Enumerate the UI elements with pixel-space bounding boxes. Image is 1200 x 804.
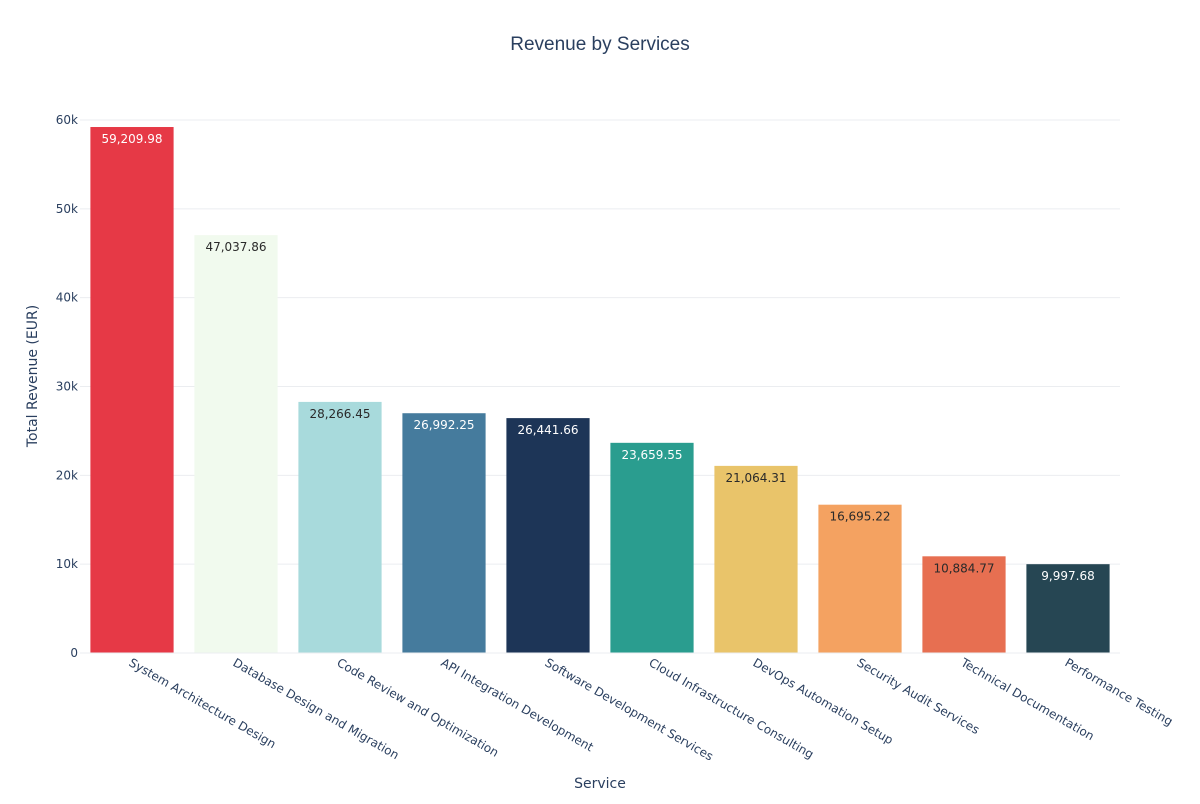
y-tick-label: 40k — [56, 291, 78, 305]
y-tick-label: 10k — [56, 557, 78, 571]
bar-value-label: 26,441.66 — [517, 423, 578, 437]
bar-value-label: 23,659.55 — [621, 448, 682, 462]
y-tick-label: 0 — [70, 646, 78, 660]
bar-value-label: 10,884.77 — [933, 561, 994, 575]
bar-value-label: 21,064.31 — [725, 471, 786, 485]
y-tick-label: 50k — [56, 202, 78, 216]
bar-value-label: 9,997.68 — [1041, 569, 1094, 583]
bar[interactable] — [194, 235, 278, 653]
bar[interactable] — [922, 556, 1006, 653]
bar-value-label: 47,037.86 — [205, 240, 266, 254]
bar-value-label: 26,992.25 — [413, 418, 474, 432]
bar-value-labels: 59,209.98 47,037.86 28,266.45 26,992.25 26,4… — [101, 132, 1094, 583]
y-tick-label: 30k — [56, 380, 78, 394]
bar-value-label: 59,209.98 — [101, 132, 162, 146]
y-axis-ticks: 0 10k 20k 30k 40k 50k 60k — [56, 113, 78, 660]
chart-title: Revenue by Services — [510, 34, 690, 55]
bar[interactable] — [298, 401, 382, 653]
bar[interactable] — [610, 442, 694, 653]
bar[interactable] — [506, 418, 590, 653]
bar[interactable] — [90, 127, 174, 654]
x-tick-label: Code Review and Optimization — [335, 655, 502, 759]
x-tick-label: Software Development Services — [543, 655, 716, 763]
y-axis-title: Total Revenue (EUR) — [25, 305, 41, 448]
x-axis-title: Service — [574, 776, 626, 792]
bars — [90, 127, 1110, 654]
y-tick-label: 20k — [56, 468, 78, 482]
bar-value-label: 16,695.22 — [829, 510, 890, 524]
bar-value-label: 28,266.45 — [309, 407, 370, 421]
x-tick-label: Cloud Infrastructure Consulting — [647, 655, 817, 761]
bar[interactable] — [818, 504, 902, 653]
x-tick-label: Performance Testing — [1063, 655, 1176, 728]
x-tick-label: Database Design and Migration — [231, 655, 402, 762]
bar[interactable] — [1026, 564, 1110, 653]
y-tick-label: 60k — [56, 113, 78, 127]
bar[interactable] — [402, 413, 486, 653]
bar[interactable] — [714, 465, 798, 653]
